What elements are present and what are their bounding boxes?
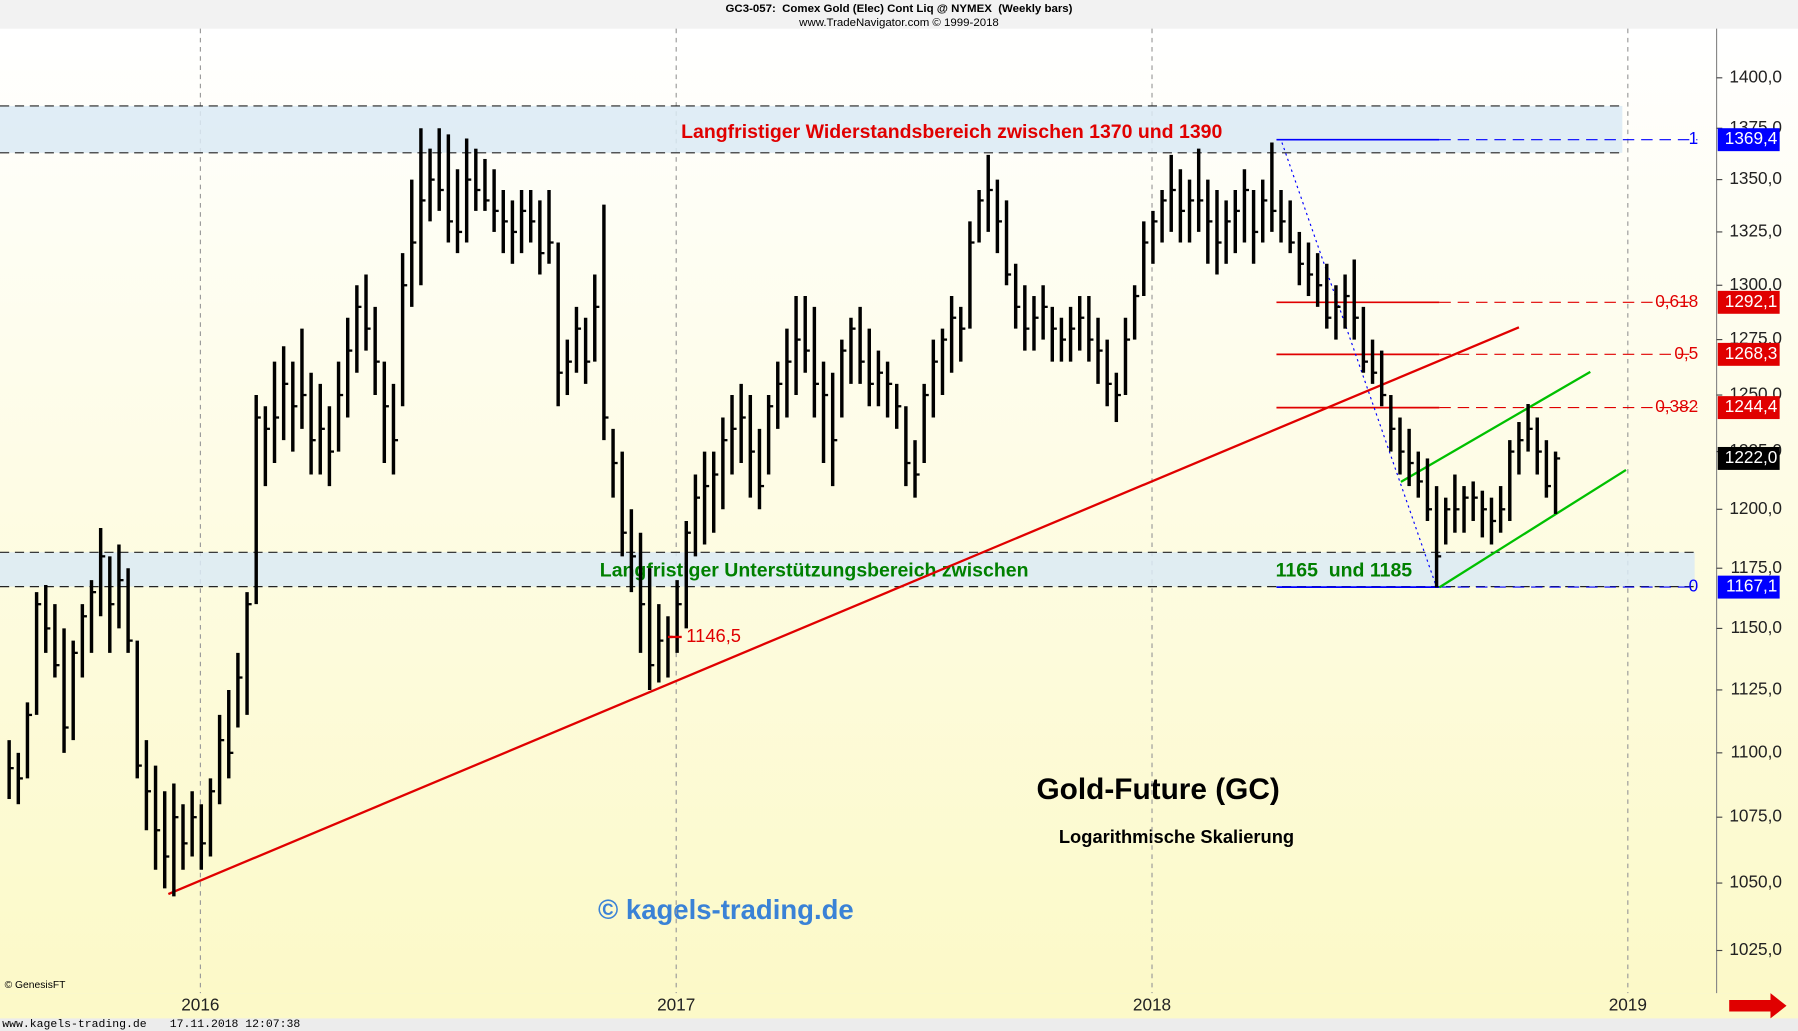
price-label: 1244,4 bbox=[1725, 396, 1778, 416]
fib-ratio: 0 bbox=[1689, 576, 1699, 596]
x-tick-label: 2016 bbox=[181, 994, 219, 1014]
source: © GenesisFT bbox=[5, 980, 67, 991]
fib-ratio: 0,618 bbox=[1655, 291, 1698, 311]
x-tick-label: 2017 bbox=[657, 994, 695, 1014]
zone-label: Langfristiger Widerstandsbereich zwische… bbox=[681, 121, 1222, 143]
y-tick-label: 1100,0 bbox=[1731, 741, 1782, 761]
price-label: 1369,4 bbox=[1725, 128, 1778, 148]
chart-title: Gold-Future (GC) bbox=[1037, 773, 1280, 806]
y-axis-area bbox=[1716, 28, 1798, 994]
last-price-box bbox=[1717, 446, 1780, 470]
y-tick-label: 1325,0 bbox=[1729, 220, 1782, 240]
x-axis-area bbox=[0, 993, 1798, 1019]
price-label: 1268,3 bbox=[1725, 343, 1778, 363]
price-label: 1292,1 bbox=[1725, 291, 1778, 311]
y-tick-label: 1175,0 bbox=[1731, 557, 1782, 577]
footer-site: www.kagels-trading.de bbox=[2, 1018, 146, 1031]
y-tick-label: 1125,0 bbox=[1731, 678, 1782, 698]
last-price-label: 1222,0 bbox=[1725, 447, 1778, 467]
y-tick-label: 1300,0 bbox=[1729, 274, 1782, 294]
price-box bbox=[1717, 575, 1780, 599]
y-tick-label: 1200,0 bbox=[1729, 498, 1782, 518]
x-tick-label: 2018 bbox=[1133, 994, 1171, 1014]
y-tick-label: 1025,0 bbox=[1729, 939, 1782, 959]
footer-time: 17.11.2018 12:07:38 bbox=[170, 1018, 301, 1031]
watermark: © kagels-trading.de bbox=[598, 894, 854, 925]
price-box bbox=[1717, 290, 1780, 314]
header-sub: www.TradeNavigator.com © 1999-2018 bbox=[798, 17, 999, 29]
zone bbox=[0, 105, 1623, 153]
zone-label: 1165 und 1185 bbox=[1276, 559, 1413, 581]
zone bbox=[0, 552, 1695, 587]
trendline bbox=[1438, 468, 1627, 589]
trendline bbox=[1400, 370, 1591, 483]
fib-ratio: 1 bbox=[1689, 128, 1699, 148]
trendline bbox=[1281, 142, 1438, 588]
plot-area bbox=[0, 28, 1717, 994]
y-tick-label: 1150,0 bbox=[1731, 617, 1782, 637]
price-box bbox=[1717, 396, 1780, 420]
zone-label: Langfristiger Unterstützungsbereich zwis… bbox=[600, 559, 1029, 581]
y-tick-label: 1050,0 bbox=[1729, 872, 1782, 892]
y-tick-label: 1075,0 bbox=[1729, 806, 1782, 826]
fib-ratio: 0,5 bbox=[1674, 343, 1698, 363]
price-label: 1167,1 bbox=[1726, 576, 1777, 596]
trendline bbox=[167, 326, 1520, 896]
x-tick-label: 2019 bbox=[1609, 994, 1647, 1014]
nav-arrow[interactable] bbox=[1729, 993, 1787, 1019]
low-note-label: 1146,5 bbox=[686, 625, 741, 646]
y-tick-label: 1350,0 bbox=[1729, 168, 1782, 188]
header-bar bbox=[0, 0, 1798, 29]
chart-subtitle: Logarithmische Skalierung bbox=[1059, 826, 1294, 847]
price-box bbox=[1717, 128, 1780, 152]
y-tick-label: 1400,0 bbox=[1729, 66, 1782, 86]
header: GC3-057: Comex Gold (Elec) Cont Liq @ NY… bbox=[726, 3, 1073, 15]
price-box bbox=[1717, 342, 1780, 366]
fib-ratio: 0,382 bbox=[1655, 396, 1698, 416]
